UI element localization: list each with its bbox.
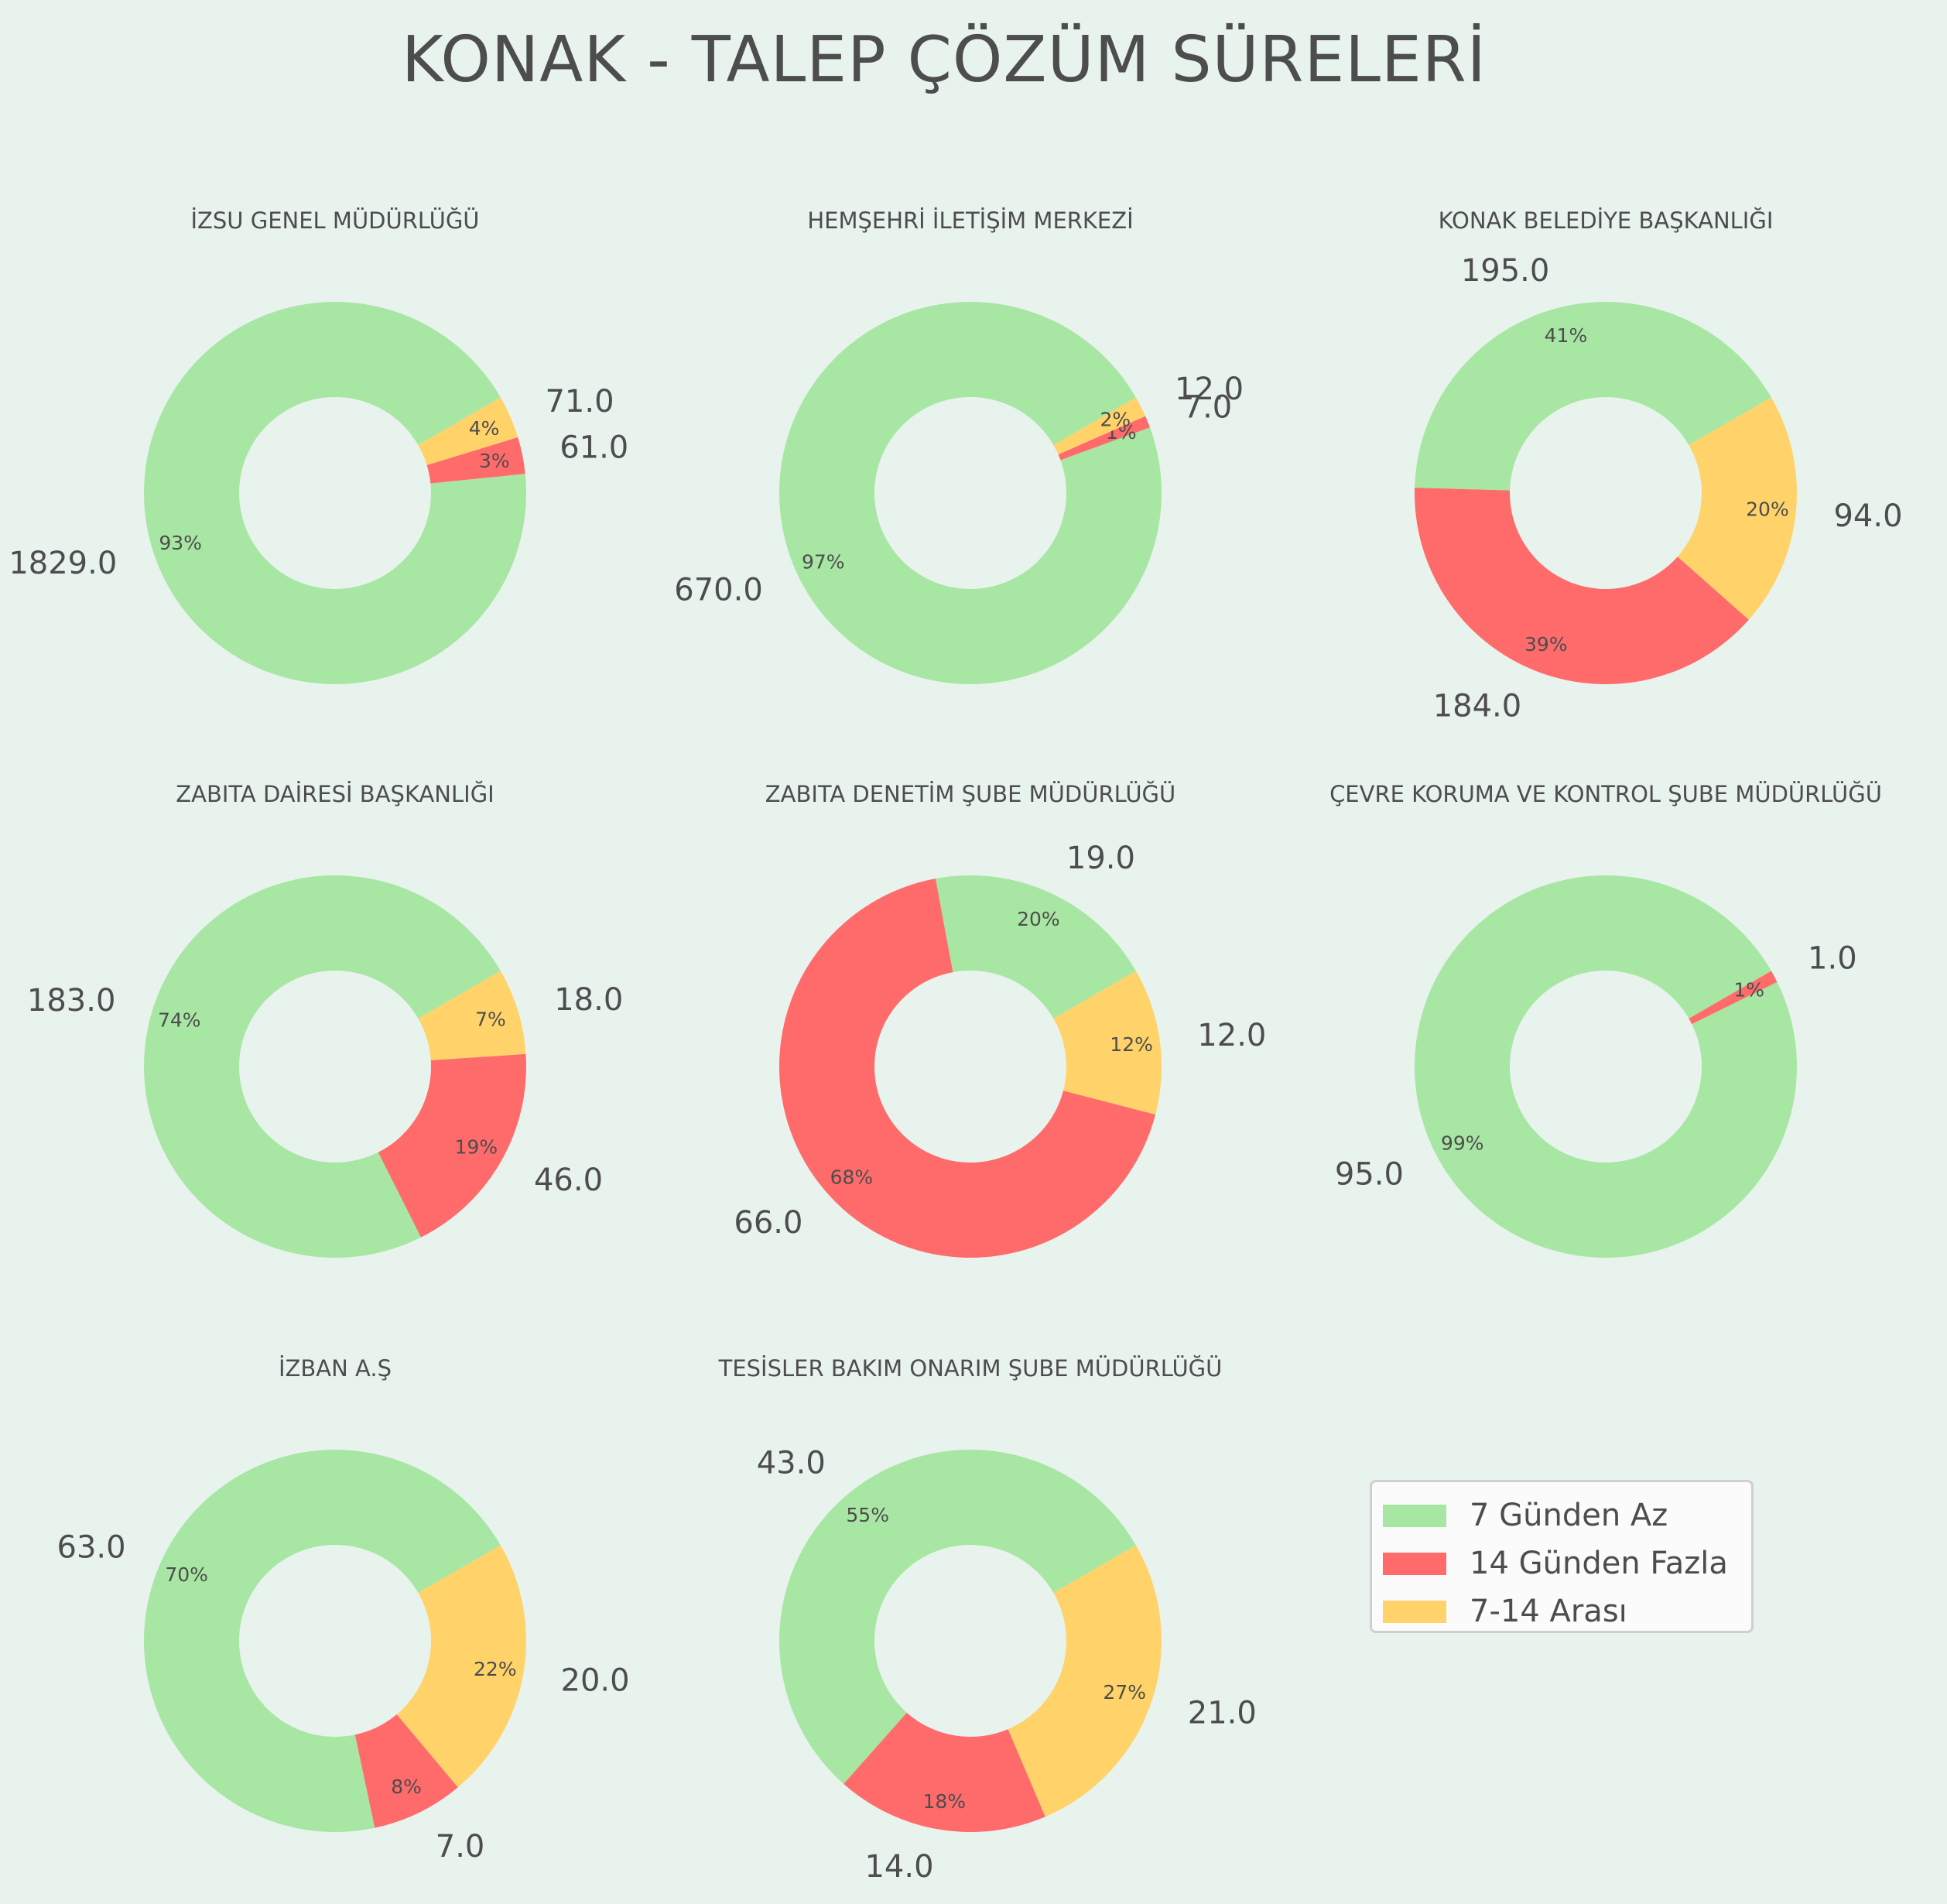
slice-value-label: 66.0 xyxy=(734,1205,802,1241)
donut-chart: ZABITA DAİRESİ BAŞKANLIĞI 74% 183.0 19% 46.0… xyxy=(27,781,623,1258)
slice-value-label: 19.0 xyxy=(1066,841,1135,876)
slice-7-g-nden-az xyxy=(779,1449,1136,1784)
slice-14-g-nden-fazla xyxy=(1415,488,1749,684)
slice-percent-label: 55% xyxy=(846,1504,889,1526)
slice-7-g-nden-az xyxy=(1415,875,1798,1258)
slice-value-label: 184.0 xyxy=(1433,688,1522,724)
chart-title: ÇEVRE KORUMA VE KONTROL ŞUBE MÜDÜRLÜĞÜ xyxy=(1329,781,1882,807)
slice-7-14-aras xyxy=(1053,971,1162,1115)
slice-percent-label: 41% xyxy=(1545,324,1588,347)
donut-chart: İZSU GENEL MÜDÜRLÜĞÜ 93% 1829.0 3% 61.0 4% 71.… xyxy=(9,207,628,685)
chart-title: KONAK BELEDİYE BAŞKANLIĞI xyxy=(1439,207,1774,234)
slice-value-label: 95.0 xyxy=(1335,1157,1404,1193)
legend-swatch xyxy=(1383,1600,1446,1623)
figure-title: KONAK - TALEP ÇÖZÜM SÜRELERİ xyxy=(402,23,1487,97)
slice-percent-label: 3% xyxy=(479,450,510,472)
slice-7-14-aras xyxy=(418,971,526,1060)
slice-7-14-aras xyxy=(418,397,518,465)
donut-chart: ÇEVRE KORUMA VE KONTROL ŞUBE MÜDÜRLÜĞÜ 99… xyxy=(1329,781,1882,1258)
slice-value-label: 12.0 xyxy=(1197,1018,1266,1053)
slice-percent-label: 2% xyxy=(1100,409,1131,431)
legend-item-more-than-14-days: 14 Günden Fazla xyxy=(1383,1539,1751,1587)
legend-item-less-than-7-days: 7 Günden Az xyxy=(1383,1491,1751,1539)
legend-label: 7-14 Arası xyxy=(1470,1594,1627,1629)
slice-7-14-aras xyxy=(1008,1545,1162,1817)
slice-percent-label: 93% xyxy=(159,532,202,554)
chart-title: TESİSLER BAKIM ONARIM ŞUBE MÜDÜRLÜĞÜ xyxy=(718,1355,1223,1382)
slice-7-14-aras xyxy=(1053,397,1146,455)
legend-swatch xyxy=(1383,1504,1446,1527)
slice-percent-label: 39% xyxy=(1524,633,1568,656)
slice-percent-label: 74% xyxy=(158,1009,201,1031)
slice-7-14-aras xyxy=(1677,397,1797,620)
slice-percent-label: 8% xyxy=(391,1776,422,1798)
slice-percent-label: 1% xyxy=(1733,979,1764,1002)
slice-14-g-nden-fazla xyxy=(378,1053,526,1238)
chart-title: ZABITA DAİRESİ BAŞKANLIĞI xyxy=(176,781,494,807)
chart-title: ZABITA DENETİM ŞUBE MÜDÜRLÜĞÜ xyxy=(765,781,1176,807)
slice-value-label: 21.0 xyxy=(1188,1696,1257,1731)
chart-title: İZSU GENEL MÜDÜRLÜĞÜ xyxy=(190,207,479,234)
donut-chart: KONAK BELEDİYE BAŞKANLIĞI 41% 195.0 39% 184.… xyxy=(1415,207,1903,724)
slice-value-label: 46.0 xyxy=(534,1163,603,1198)
slice-percent-label: 27% xyxy=(1103,1681,1146,1704)
slice-percent-label: 18% xyxy=(923,1790,967,1813)
slice-value-label: 183.0 xyxy=(27,983,116,1019)
slice-value-label: 14.0 xyxy=(864,1849,933,1885)
legend-swatch xyxy=(1383,1552,1446,1575)
legend-label: 14 Günden Fazla xyxy=(1470,1546,1728,1581)
slice-7-g-nden-az xyxy=(144,302,527,685)
donut-chart: İZBAN A.Ş 70% 63.0 8% 7.0 22% 20.0 xyxy=(57,1355,630,1865)
slice-value-label: 1.0 xyxy=(1808,940,1857,976)
slice-value-label: 94.0 xyxy=(1833,498,1902,534)
slice-value-label: 7.0 xyxy=(1183,390,1233,426)
chart-title: HEMŞEHRİ İLETİŞİM MERKEZİ xyxy=(807,207,1133,234)
slice-7-14-aras xyxy=(396,1545,526,1788)
slice-7-g-nden-az xyxy=(144,875,501,1258)
slice-14-g-nden-fazla xyxy=(779,878,1156,1258)
slice-7-g-nden-az xyxy=(1415,302,1771,491)
slice-value-label: 18.0 xyxy=(554,982,623,1018)
slice-percent-label: 97% xyxy=(802,550,845,573)
slice-percent-label: 4% xyxy=(469,417,500,440)
slice-value-label: 1829.0 xyxy=(9,546,117,581)
slice-value-label: 63.0 xyxy=(57,1530,126,1566)
legend: 7 Günden Az 14 Günden Fazla 7-14 Arası xyxy=(1370,1480,1754,1633)
slice-value-label: 195.0 xyxy=(1461,253,1550,289)
slice-value-label: 43.0 xyxy=(757,1446,826,1481)
slice-14-g-nden-fazla xyxy=(354,1714,458,1828)
slice-value-label: 20.0 xyxy=(561,1663,630,1698)
chart-title: İZBAN A.Ş xyxy=(279,1355,392,1382)
slice-percent-label: 22% xyxy=(474,1658,517,1680)
slice-percent-label: 68% xyxy=(830,1166,874,1189)
slice-7-g-nden-az xyxy=(779,301,1162,684)
donut-chart: HEMŞEHRİ İLETİŞİM MERKEZİ97%670.01%7.02%… xyxy=(674,207,1244,684)
slice-percent-label: 12% xyxy=(1110,1033,1153,1056)
slice-percent-label: 70% xyxy=(165,1563,208,1586)
slice-value-label: 670.0 xyxy=(674,572,763,608)
slice-percent-label: 7% xyxy=(475,1009,506,1031)
legend-item-7-to-14-days: 7-14 Arası xyxy=(1383,1587,1751,1635)
slice-7-g-nden-az xyxy=(144,1450,501,1833)
slice-value-label: 7.0 xyxy=(436,1829,485,1865)
slice-value-label: 71.0 xyxy=(545,384,614,419)
slice-value-label: 12.0 xyxy=(1175,372,1244,407)
slice-14-g-nden-fazla xyxy=(426,437,525,484)
slice-percent-label: 20% xyxy=(1746,498,1789,521)
slice-14-g-nden-fazla xyxy=(1058,416,1150,461)
slice-percent-label: 19% xyxy=(455,1136,498,1159)
slice-14-g-nden-fazla xyxy=(843,1712,1045,1832)
donut-chart: ZABITA DENETİM ŞUBE MÜDÜRLÜĞÜ 20% 19.0 68% 6… xyxy=(734,781,1266,1258)
slice-percent-label: 20% xyxy=(1017,908,1060,930)
slice-7-g-nden-az xyxy=(935,875,1136,1019)
slice-14-g-nden-fazla xyxy=(1689,971,1778,1025)
donut-chart: TESİSLER BAKIM ONARIM ŞUBE MÜDÜRLÜĞÜ 55% 4… xyxy=(718,1355,1257,1885)
legend-label: 7 Günden Az xyxy=(1470,1498,1668,1533)
slice-percent-label: 99% xyxy=(1441,1132,1484,1154)
slice-value-label: 61.0 xyxy=(559,430,628,466)
